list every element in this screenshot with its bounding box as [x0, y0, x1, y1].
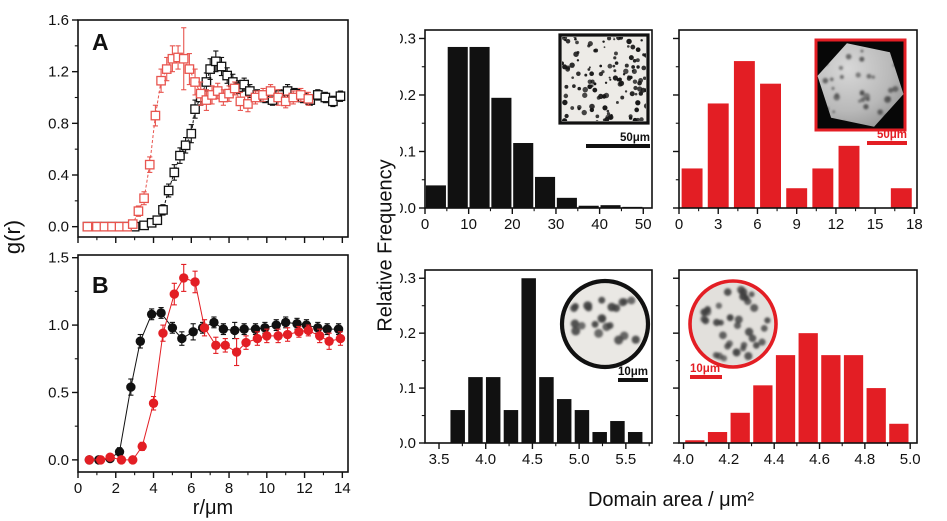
inset-scalebar — [867, 141, 907, 145]
series-condensed-phase-red-open-squares — [82, 27, 314, 232]
svg-text:4.0: 4.0 — [673, 451, 694, 468]
svg-text:0.0: 0.0 — [400, 435, 416, 452]
inset-scalebar — [586, 144, 650, 148]
svg-text:0.4: 0.4 — [48, 167, 69, 184]
svg-text:20: 20 — [504, 216, 521, 233]
inset-scalebar-label: 50μm — [620, 132, 650, 144]
svg-text:0.2: 0.2 — [400, 325, 416, 342]
svg-text:0.8: 0.8 — [48, 115, 69, 132]
svg-text:14: 14 — [334, 480, 351, 497]
histogram-black-small-domains: 10μm 3.5 4.0 4.5 5.0 5.5 0.0 0.1 0.2 0.3 — [400, 269, 653, 468]
svg-text:18: 18 — [906, 216, 923, 233]
svg-text:40: 40 — [591, 216, 608, 233]
bars-hist_red_small — [685, 333, 909, 443]
svg-text:4.2: 4.2 — [718, 451, 739, 468]
inset-dots — [562, 37, 646, 121]
panel-label-a: A — [92, 29, 109, 55]
inset-micrograph-hist_black_large: 50μm — [558, 33, 650, 148]
svg-text:0: 0 — [675, 216, 683, 233]
svg-text:5.5: 5.5 — [615, 451, 636, 468]
histogram-red-small-domains: 10μm 4.0 4.2 4.4 4.6 4.8 5.0 — [673, 269, 921, 468]
svg-text:30: 30 — [548, 216, 565, 233]
gr-plot-a: 0.0 0.4 0.8 1.2 1.6 A — [48, 12, 349, 243]
svg-text:4.8: 4.8 — [854, 451, 875, 468]
inset-scalebar — [618, 378, 648, 382]
svg-text:1.5: 1.5 — [48, 250, 69, 267]
svg-text:0.1: 0.1 — [400, 380, 416, 397]
inset-dots — [700, 285, 771, 362]
bars-hist_black_small — [450, 278, 643, 443]
svg-text:0.0: 0.0 — [48, 452, 69, 469]
inset-scalebar-label: 50μm — [877, 129, 907, 141]
inset-micrograph-hist_black_small: 10μm — [559, 278, 651, 382]
series-red-filled-circles — [84, 263, 346, 465]
svg-text:4.5: 4.5 — [522, 451, 543, 468]
inset-scalebar-label: 10μm — [618, 366, 648, 378]
svg-text:4: 4 — [149, 480, 157, 497]
svg-text:6: 6 — [753, 216, 761, 233]
svg-text:12: 12 — [296, 480, 313, 497]
x-axis-label-domain-area: Domain area / μm² — [587, 489, 754, 511]
svg-text:4.0: 4.0 — [475, 451, 496, 468]
svg-text:4.6: 4.6 — [809, 451, 830, 468]
inset-dots — [570, 296, 640, 345]
svg-text:0.3: 0.3 — [400, 30, 416, 47]
svg-text:0: 0 — [74, 480, 82, 497]
svg-text:10: 10 — [460, 216, 477, 233]
x-axis-label-r-um: r/μm — [192, 497, 234, 519]
svg-text:0.5: 0.5 — [48, 384, 69, 401]
svg-text:0: 0 — [421, 216, 429, 233]
svg-text:0.0: 0.0 — [48, 219, 69, 236]
axes-hist_red_small: 4.0 4.2 4.4 4.6 4.8 5.0 — [673, 269, 921, 468]
svg-text:1.0: 1.0 — [48, 317, 69, 334]
axes-hist_black_small: 3.5 4.0 4.5 5.0 5.5 0.0 0.1 0.2 0.3 — [400, 269, 653, 468]
svg-text:6: 6 — [187, 480, 195, 497]
bars-hist_red_large — [681, 61, 912, 209]
axes-panel_b: 0 2 4 6 8 10 12 14 0.0 0.5 1.0 1.5 — [48, 250, 351, 497]
svg-text:9: 9 — [793, 216, 801, 233]
svg-text:0.1: 0.1 — [400, 143, 416, 160]
inset-scalebar-label: 10μm — [690, 363, 720, 375]
svg-text:0.3: 0.3 — [400, 270, 416, 287]
svg-text:15: 15 — [867, 216, 884, 233]
series-dilute-phase-black-open-squares — [82, 50, 346, 232]
histogram-red-large-domains: 50μm 0 3 6 9 12 15 18 — [673, 29, 923, 233]
y-axis-label-relative-frequency: Relative Frequency — [374, 159, 397, 332]
inset-scalebar — [690, 375, 722, 379]
svg-text:10: 10 — [258, 480, 275, 497]
svg-text:5.0: 5.0 — [900, 451, 921, 468]
svg-text:3: 3 — [714, 216, 722, 233]
svg-text:0.2: 0.2 — [400, 87, 416, 104]
gr-plot-b: 0 2 4 6 8 10 12 14 0.0 0.5 1.0 1.5 B — [48, 250, 351, 497]
svg-text:1.6: 1.6 — [48, 12, 69, 29]
svg-text:50: 50 — [635, 216, 652, 233]
svg-text:2: 2 — [112, 480, 120, 497]
svg-text:3.5: 3.5 — [429, 451, 450, 468]
axes-hist_red_large: 0 3 6 9 12 15 18 — [673, 29, 923, 233]
svg-text:12: 12 — [828, 216, 845, 233]
panel-label-b: B — [92, 272, 109, 298]
inset-micrograph-hist_red_large: 50μm — [814, 38, 907, 145]
axes-hist_black_large: 0 10 20 30 40 50 0.0 0.1 0.2 0.3 — [400, 29, 653, 233]
y-axis-label-gr: g(r) — [0, 219, 25, 255]
svg-text:8: 8 — [225, 480, 233, 497]
axes-panel_a: 0.0 0.4 0.8 1.2 1.6 — [48, 12, 349, 243]
svg-text:0.0: 0.0 — [400, 200, 416, 217]
svg-text:4.4: 4.4 — [764, 451, 785, 468]
bars-hist_black_large — [425, 46, 643, 209]
svg-text:1.2: 1.2 — [48, 64, 69, 81]
histogram-black-large-domains: 50μm 0 10 20 30 40 50 0.0 0.1 0.2 0.3 — [400, 29, 653, 233]
svg-text:5.0: 5.0 — [569, 451, 590, 468]
inset-micrograph-hist_red_small: 10μm — [688, 279, 778, 379]
